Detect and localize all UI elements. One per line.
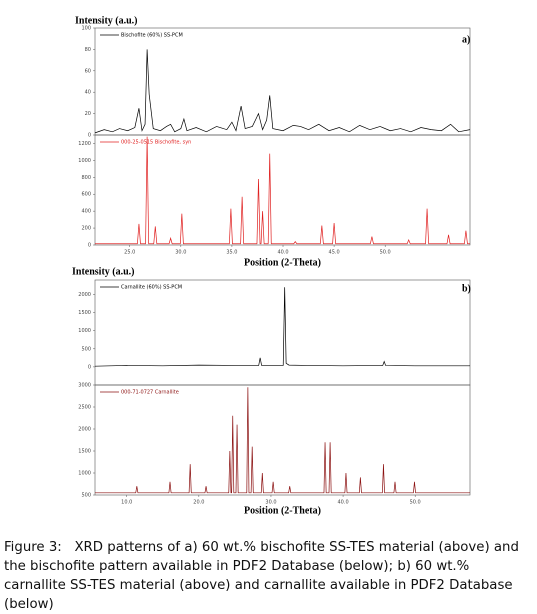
- x-tick-label: 30.0: [265, 500, 276, 506]
- x-tick-label: 10.0: [121, 500, 132, 506]
- y-tick-label: 60: [85, 68, 91, 74]
- x-tick-label: 40.0: [277, 250, 288, 256]
- x-tick-label: 45.0: [329, 250, 340, 256]
- y-tick-label: 80: [85, 47, 91, 53]
- plot-frame: [94, 384, 471, 496]
- y-tick-label: 1200: [78, 141, 91, 147]
- y-tick-label: 800: [81, 175, 91, 181]
- y-tick-label: 40: [85, 90, 91, 96]
- legend-label: 000-71-0727 Carnallite: [121, 390, 179, 396]
- y-tick-label: 20: [85, 111, 91, 117]
- y-tick-label: 400: [81, 209, 91, 215]
- pattern-line: [95, 136, 470, 245]
- plot-frame: [94, 279, 471, 386]
- caption-label: Figure 3:: [4, 540, 62, 555]
- x-tick-label: 50.0: [410, 500, 421, 506]
- y-tick-label: 500: [81, 493, 91, 499]
- y-tick-label: 2500: [78, 405, 91, 411]
- legend-label: Carnallite (60%) SS-PCM: [121, 285, 182, 291]
- y-tick-label: 2000: [78, 427, 91, 433]
- x-tick-label: 50.0: [380, 250, 391, 256]
- x-tick-label: 35.0: [226, 250, 237, 256]
- y-tick-label: 100: [81, 26, 91, 32]
- y-tick-label: 600: [81, 192, 91, 198]
- y-tick-label: 3000: [78, 383, 91, 389]
- legend-label: Bischofite (60%) SS-PCM: [121, 33, 183, 39]
- legend-label: 000-25-0515 Bischofite, syn: [121, 140, 191, 146]
- x-tick-label: 25.0: [124, 250, 135, 256]
- x-axis-title: Position (2-Theta): [244, 257, 321, 268]
- plot-frame: [94, 134, 471, 246]
- y-tick-label: 1500: [78, 310, 91, 316]
- y-tick-label: 1000: [78, 471, 91, 477]
- y-axis-title: Intensity (a.u.): [72, 266, 135, 277]
- y-tick-label: 1000: [78, 328, 91, 334]
- y-tick-label: 200: [81, 226, 91, 232]
- caption: Figure 3: XRD patterns of a) 60 wt.% bis…: [4, 538, 534, 614]
- x-tick-label: 20.0: [193, 500, 204, 506]
- y-tick-label: 0: [88, 243, 91, 249]
- pattern-line: [94, 287, 470, 367]
- y-axis-title: Intensity (a.u.): [75, 15, 138, 26]
- panel-label: a): [462, 34, 470, 45]
- y-tick-label: 1500: [78, 449, 91, 455]
- caption-text: XRD patterns of a) 60 wt.% bischofite SS…: [4, 540, 519, 612]
- y-tick-label: 2000: [78, 292, 91, 298]
- panel-label: b): [462, 283, 471, 294]
- y-tick-label: 500: [81, 346, 91, 352]
- y-tick-label: 0: [88, 364, 91, 370]
- y-tick-label: 0: [88, 133, 91, 139]
- figure: Intensity (a.u.) a) 0 20 40 60 80 100 Bischofite…: [72, 15, 471, 516]
- y-tick-label: 1000: [78, 158, 91, 164]
- pattern-line: [94, 49, 471, 134]
- x-tick-label: 40.0: [338, 500, 349, 506]
- x-tick-label: 30.0: [175, 250, 186, 256]
- pattern-line: [95, 387, 470, 494]
- plot-frame: [94, 27, 471, 136]
- x-axis-title: Position (2-Theta): [244, 505, 321, 516]
